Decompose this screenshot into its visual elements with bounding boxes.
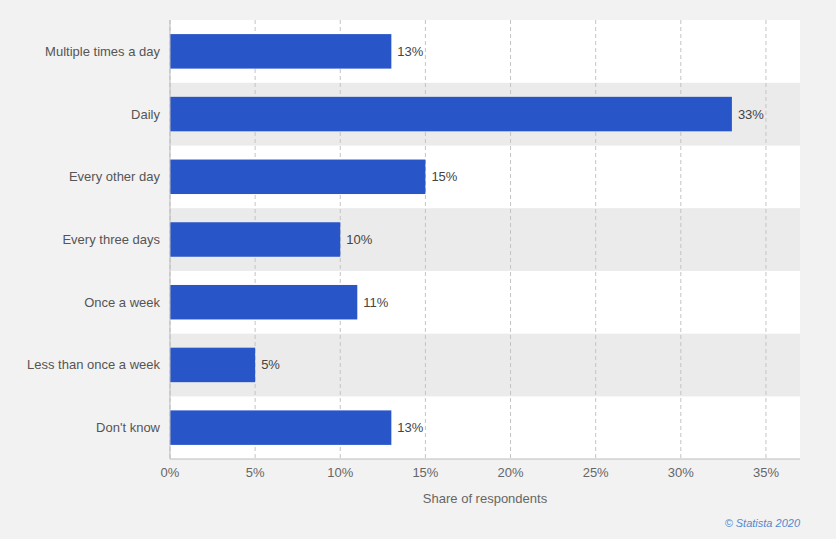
chart: 0%5%10%15%20%25%30%35%13%5%11%10%15%33%1… [0,0,836,539]
row-band [170,145,800,208]
x-axis-line [170,459,800,460]
bar [170,160,425,194]
grid-line [595,20,596,459]
bar [170,348,255,382]
category-label: Once a week [84,295,160,310]
x-tick-label: 10% [327,465,353,480]
y-axis-line [170,20,171,459]
category-label: Daily [131,107,160,122]
data-label: 10% [346,232,372,247]
x-tick-label: 5% [246,465,265,480]
row-bands [170,20,800,459]
grid-line [510,20,511,459]
data-label: 13% [397,420,423,435]
data-label: 15% [431,169,457,184]
data-label: 11% [363,295,388,310]
x-tick-label: 30% [668,465,694,480]
category-label: Every three days [62,232,160,247]
watermark: © Statista 2020 [725,517,801,529]
x-tick-label: 20% [498,465,524,480]
category-label: Multiple times a day [45,44,160,59]
row-band [170,334,800,397]
bar [170,410,391,444]
x-ticks: 0% 5% 10% 15% 20% 25% 30% 35% [161,465,780,480]
data-label: 13% [397,44,423,59]
row-band [170,83,800,146]
row-band [170,396,800,459]
grid-line [170,20,171,459]
bar [170,97,732,131]
row-band [170,20,800,83]
row-band [170,271,800,334]
background [0,0,836,539]
bar [170,222,340,256]
grid-line [425,20,426,459]
x-tick-label: 35% [753,465,779,480]
data-label: 33% [738,107,764,122]
data-label: 5% [261,357,280,372]
category-label: Less than once a week [27,357,160,372]
grid-line [680,20,681,459]
y-ticks: Don't know Less than once a week Once a we… [27,44,161,435]
chart-container: 0%5%10%15%20%25%30%35%13%5%11%10%15%33%1… [0,0,836,539]
x-tick-label: 25% [583,465,609,480]
bar [170,285,357,319]
bars [170,34,732,445]
grid [170,20,766,459]
x-tick-label: 15% [412,465,438,480]
grid-line [765,20,766,459]
bar [170,34,391,68]
category-label: Every other day [69,169,161,184]
row-band [170,208,800,271]
data-labels: 13% 5% 11% 10% 15% 33% 13% [261,44,764,435]
category-label: Don't know [96,420,161,435]
x-tick-label: 0% [161,465,180,480]
x-axis-label: Share of respondents [423,491,548,506]
